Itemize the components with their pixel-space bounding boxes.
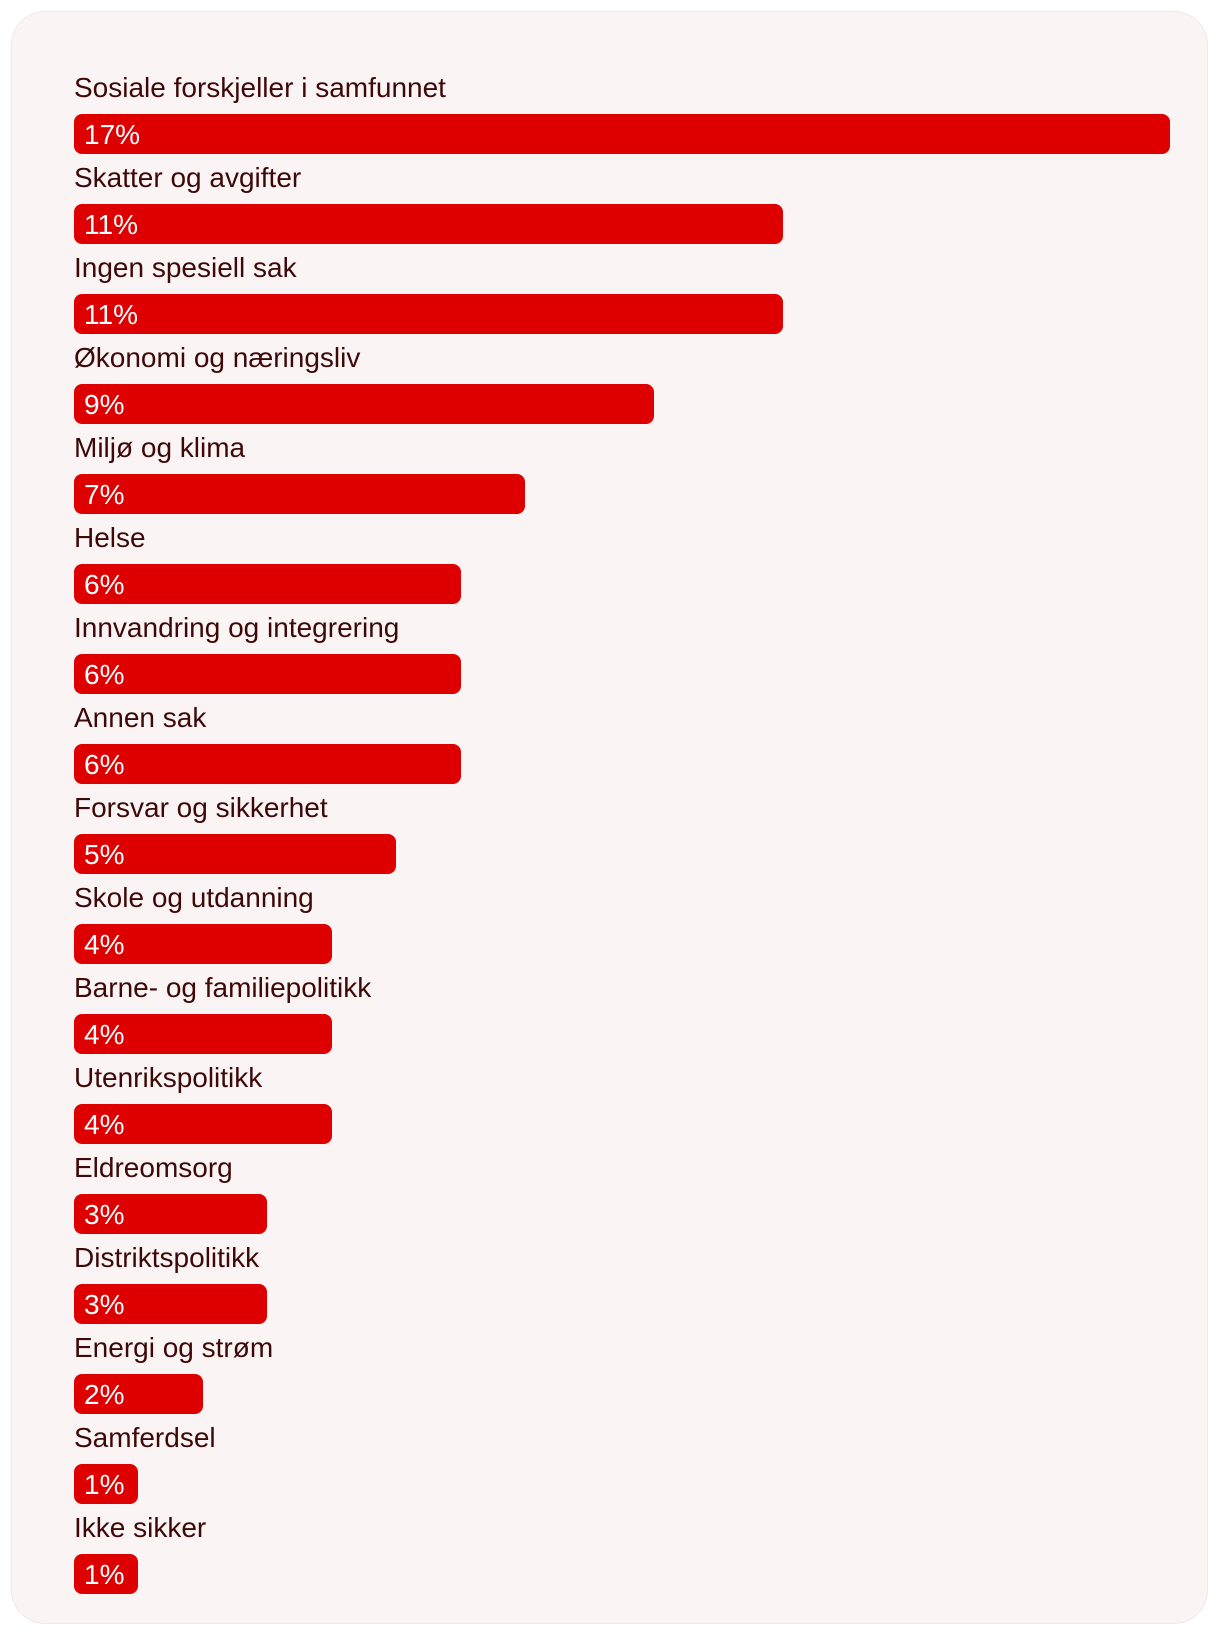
bar-value-label: 6% [84,569,125,600]
bar-row: Samferdsel 1% [74,1418,1170,1508]
bar-value-label: 1% [84,1559,125,1590]
bar: 11% [74,294,784,334]
category-label: Annen sak [74,702,207,733]
bar-value-label: 17% [84,119,141,150]
category-label: Skatter og avgifter [74,162,302,193]
bar-value-label: 5% [84,839,125,870]
chart-card: Sosiale forskjeller i samfunnet 17% Skatte… [11,11,1208,1624]
bar-value-label: 1% [84,1469,125,1500]
category-label: Sosiale forskjeller i samfunnet [74,72,446,103]
category-label: Eldreomsorg [74,1152,233,1183]
bar-value-label: 4% [84,1109,125,1140]
bar-value-label: 11% [84,299,138,330]
bar: 5% [74,834,397,874]
category-label: Barne- og familiepolitikk [74,972,372,1003]
bar: 6% [74,564,461,604]
bar-row: Utenrikspolitikk 4% [74,1058,1170,1148]
category-label: Innvandring og integrering [74,612,400,643]
bar-row: Miljø og klima 7% [74,428,1170,518]
category-label: Samferdsel [74,1422,216,1453]
bar-value-label: 4% [84,1019,125,1050]
category-label: Ikke sikker [74,1512,207,1543]
bar-value-label: 3% [84,1289,125,1320]
bar-row: Økonomi og næringsliv 9% [74,338,1170,428]
bar-row: Sosiale forskjeller i samfunnet 17% [74,68,1170,158]
category-label: Utenrikspolitikk [74,1062,263,1093]
bar-chart: Sosiale forskjeller i samfunnet 17% Skatte… [74,68,1170,1598]
category-label: Ingen spesiell sak [74,252,297,283]
category-label: Skole og utdanning [74,882,314,913]
bar-row: Ingen spesiell sak 11% [74,248,1170,338]
category-label: Miljø og klima [74,432,246,463]
category-label: Energi og strøm [74,1332,274,1363]
bar-value-label: 7% [84,479,125,510]
bar: 6% [74,654,461,694]
bar-row: Skatter og avgifter 11% [74,158,1170,248]
bar: 2% [74,1374,203,1414]
bar: 4% [74,1014,332,1054]
bar: 11% [74,204,784,244]
bar: 17% [74,114,1170,154]
bar: 3% [74,1194,268,1234]
bar-value-label: 6% [84,749,125,780]
category-label: Forsvar og sikkerhet [74,792,328,823]
bar: 4% [74,924,332,964]
bar: 7% [74,474,526,514]
bar-value-label: 3% [84,1199,125,1230]
bar: 1% [74,1464,139,1504]
bar-row: Energi og strøm 2% [74,1328,1170,1418]
category-label: Distriktspolitikk [74,1242,260,1273]
bar-row: Skole og utdanning 4% [74,878,1170,968]
bar-row: Innvandring og integrering 6% [74,608,1170,698]
bar-row: Eldreomsorg 3% [74,1148,1170,1238]
bar-row: Barne- og familiepolitikk 4% [74,968,1170,1058]
bar-row: Distriktspolitikk 3% [74,1238,1170,1328]
category-label: Økonomi og næringsliv [74,342,361,373]
bar-row: Ikke sikker 1% [74,1508,1170,1598]
bar: 4% [74,1104,332,1144]
bar: 9% [74,384,655,424]
category-label: Helse [74,522,146,553]
bar: 1% [74,1554,139,1594]
bar: 6% [74,744,461,784]
bar: 3% [74,1284,268,1324]
bar-row: Helse 6% [74,518,1170,608]
bar-value-label: 9% [84,389,125,420]
bar-value-label: 2% [84,1379,125,1410]
bar-row: Annen sak 6% [74,698,1170,788]
bar-row: Forsvar og sikkerhet 5% [74,788,1170,878]
bar-value-label: 11% [84,209,138,240]
bar-value-label: 4% [84,929,125,960]
bar-value-label: 6% [84,659,125,690]
